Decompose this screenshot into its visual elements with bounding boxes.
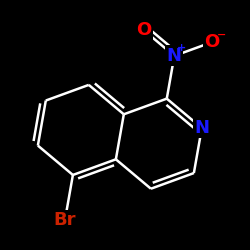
Text: N: N: [167, 47, 182, 65]
Text: +: +: [177, 43, 186, 53]
Text: O: O: [204, 33, 220, 51]
Text: N: N: [194, 119, 209, 137]
Text: Br: Br: [54, 211, 76, 229]
Text: O: O: [136, 21, 151, 39]
Text: −: −: [217, 30, 226, 40]
